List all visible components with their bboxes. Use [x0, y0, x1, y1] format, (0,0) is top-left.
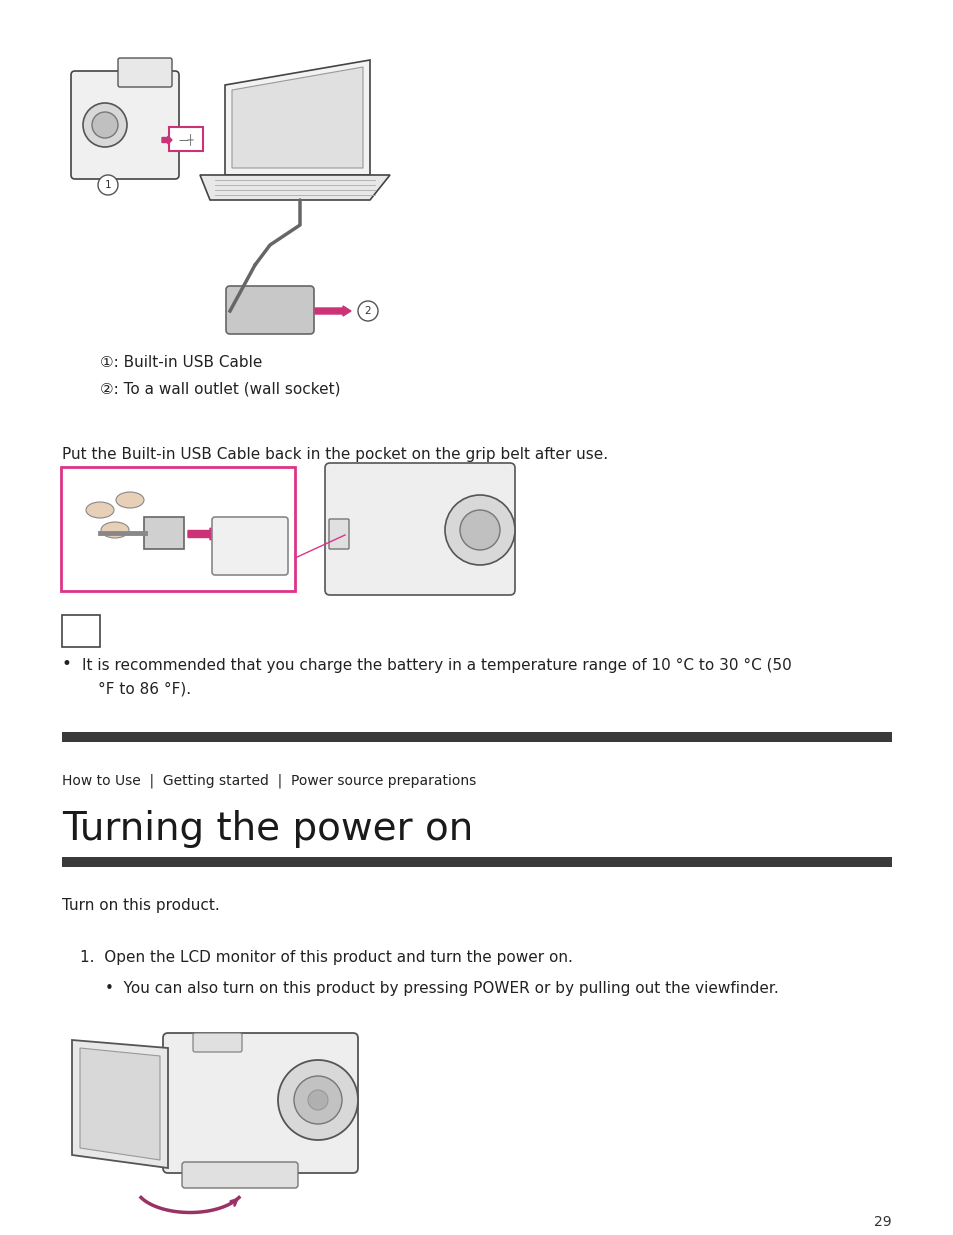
Text: ②: To a wall outlet (wall socket): ②: To a wall outlet (wall socket)	[100, 382, 340, 396]
Text: 1: 1	[105, 180, 112, 190]
Text: How to Use  |  Getting started  |  Power source preparations: How to Use | Getting started | Power sou…	[62, 773, 476, 788]
Text: It is recommended that you charge the battery in a temperature range of 10 °C to: It is recommended that you charge the ba…	[82, 658, 791, 673]
FancyBboxPatch shape	[144, 517, 184, 550]
Bar	[62, 857, 891, 867]
Ellipse shape	[116, 492, 144, 508]
FancyArrow shape	[188, 529, 220, 540]
Circle shape	[98, 175, 118, 195]
Text: Turning the power on: Turning the power on	[62, 810, 473, 848]
FancyBboxPatch shape	[212, 517, 288, 576]
Circle shape	[277, 1060, 357, 1140]
Text: •: •	[62, 655, 71, 673]
Text: 29: 29	[874, 1215, 891, 1229]
Ellipse shape	[86, 501, 113, 517]
Bar	[62, 732, 891, 742]
FancyArrow shape	[314, 306, 351, 316]
Polygon shape	[225, 61, 370, 175]
FancyBboxPatch shape	[193, 1032, 242, 1052]
Circle shape	[294, 1076, 341, 1124]
Text: Put the Built-in USB Cable back in the pocket on the grip belt after use.: Put the Built-in USB Cable back in the p…	[62, 447, 607, 462]
Text: 2: 2	[364, 306, 371, 316]
FancyBboxPatch shape	[71, 70, 179, 179]
FancyBboxPatch shape	[182, 1162, 297, 1188]
Circle shape	[308, 1091, 328, 1110]
FancyBboxPatch shape	[226, 287, 314, 333]
Text: —┼: —┼	[178, 133, 193, 144]
FancyBboxPatch shape	[169, 127, 203, 151]
FancyBboxPatch shape	[329, 519, 349, 550]
Polygon shape	[200, 175, 390, 200]
Text: ①: Built-in USB Cable: ①: Built-in USB Cable	[100, 354, 262, 370]
Text: 1.  Open the LCD monitor of this product and turn the power on.: 1. Open the LCD monitor of this product …	[80, 950, 572, 965]
Ellipse shape	[101, 522, 129, 538]
Circle shape	[91, 112, 118, 138]
Bar	[62, 615, 100, 647]
Circle shape	[83, 103, 127, 147]
Polygon shape	[80, 1049, 160, 1160]
Polygon shape	[71, 1040, 168, 1168]
FancyArrow shape	[162, 136, 172, 144]
Circle shape	[444, 495, 515, 564]
Text: •  You can also turn on this product by pressing POWER or by pulling out the vie: • You can also turn on this product by p…	[105, 981, 778, 995]
Text: Turn on this product.: Turn on this product.	[62, 898, 219, 913]
Polygon shape	[232, 67, 363, 168]
Circle shape	[357, 301, 377, 321]
FancyBboxPatch shape	[163, 1032, 357, 1173]
Text: °F to 86 °F).: °F to 86 °F).	[98, 680, 191, 697]
Circle shape	[459, 510, 499, 550]
FancyBboxPatch shape	[118, 58, 172, 86]
FancyBboxPatch shape	[325, 463, 515, 595]
FancyBboxPatch shape	[61, 467, 294, 592]
